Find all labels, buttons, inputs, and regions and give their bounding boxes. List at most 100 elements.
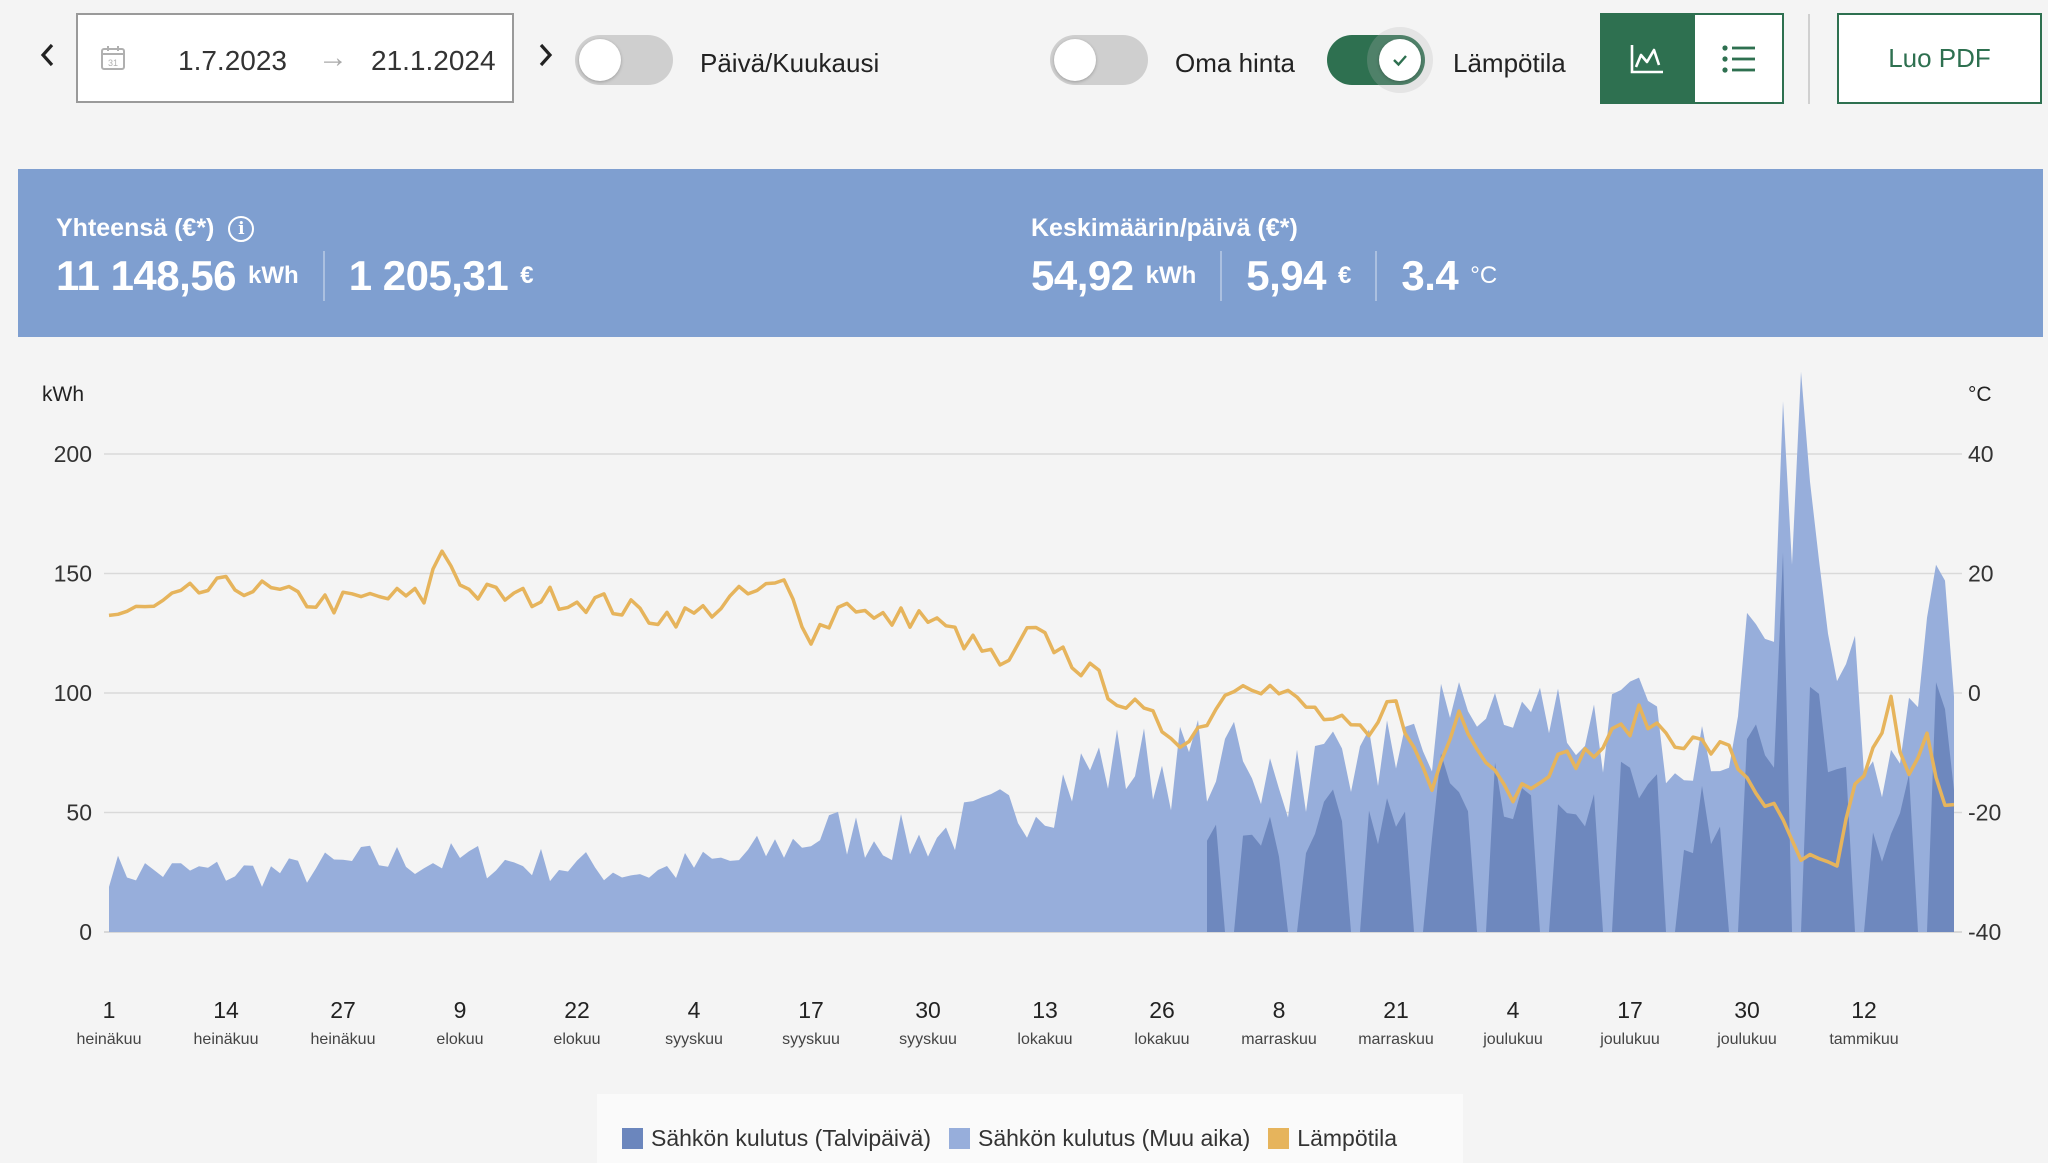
legend-item-temperature[interactable]: Lämpötila <box>1268 1125 1397 1152</box>
x-tick-day: 9 <box>454 997 467 1023</box>
divider <box>322 251 325 301</box>
y-axis-left-label: kWh <box>42 383 84 406</box>
chart-view-button[interactable] <box>1600 13 1693 104</box>
x-tick-day: 17 <box>1617 997 1643 1023</box>
x-tick-month: heinäkuu <box>311 1031 376 1048</box>
x-tick-day: 1 <box>103 997 116 1023</box>
toggle-temperature[interactable] <box>1327 27 1433 93</box>
info-icon[interactable]: i <box>228 215 255 242</box>
legend-label: Sähkön kulutus (Muu aika) <box>977 1125 1251 1151</box>
x-tick-month: marraskuu <box>1241 1031 1317 1048</box>
x-tick-day: 17 <box>798 997 824 1023</box>
series-area-muu-aika <box>109 371 1954 933</box>
x-tick-day: 13 <box>1032 997 1058 1023</box>
legend-swatch <box>1268 1128 1290 1149</box>
legend-item-muu-aika[interactable]: Sähkön kulutus (Muu aika) <box>948 1125 1251 1152</box>
eur-unit: € <box>520 262 534 289</box>
x-tick-month: syyskuu <box>665 1031 723 1048</box>
x-tick-day: 30 <box>1734 997 1760 1023</box>
y-tick-label-right: 0 <box>1968 680 1981 706</box>
legend-label: Lämpötila <box>1297 1125 1398 1151</box>
end-date-field[interactable]: 21.1.2024 <box>371 45 496 76</box>
y-tick-label-right: -20 <box>1968 800 2001 826</box>
next-period-button[interactable] <box>537 42 555 74</box>
average-temp-value: 3.4 <box>1401 252 1459 299</box>
consumption-chart: kWh °C 0 50 100 150 200 -40 -20 0 20 40 1 heinäkuu… <box>42 371 2001 1048</box>
x-tick-month: elokuu <box>436 1031 483 1048</box>
series-line-temperature <box>108 549 1955 868</box>
total-kwh-value: 11 148,56 <box>56 252 237 299</box>
x-tick-day: 4 <box>1507 997 1520 1023</box>
y-tick-label-right: 40 <box>1968 441 1994 467</box>
x-tick-day: 30 <box>915 997 941 1023</box>
x-tick-day: 4 <box>688 997 701 1023</box>
x-tick-day: 27 <box>330 997 356 1023</box>
legend-swatch <box>622 1128 643 1149</box>
average-eur-value: 5,94 <box>1246 252 1327 299</box>
kwh-unit: kWh <box>248 262 299 289</box>
svg-text:31: 31 <box>108 58 118 68</box>
previous-period-button[interactable] <box>38 42 56 74</box>
x-tick-month: syyskuu <box>782 1031 840 1048</box>
x-tick-day: 12 <box>1851 997 1877 1023</box>
divider <box>1220 251 1223 301</box>
chevron-right-icon <box>539 43 553 67</box>
x-tick-month: marraskuu <box>1358 1031 1434 1048</box>
average-label: Keskimäärin/päivä (€*) <box>1031 214 1298 242</box>
legend-label: Sähkön kulutus (Talvipäivä) <box>651 1125 931 1151</box>
y-tick-label-right: -40 <box>1968 919 2001 945</box>
x-tick-month: heinäkuu <box>194 1031 259 1048</box>
toggle-temperature-label: Lämpötila <box>1453 48 1566 78</box>
x-tick-month: joulukuu <box>1599 1031 1660 1048</box>
toggle-knob <box>1054 39 1096 81</box>
start-date-field[interactable]: 1.7.2023 <box>178 45 287 76</box>
list-view-button[interactable] <box>1693 13 1784 104</box>
toggle-own-price[interactable] <box>1050 35 1148 85</box>
x-tick-month: elokuu <box>553 1031 600 1048</box>
average-kwh-value: 54,92 <box>1031 252 1134 299</box>
eur-unit: € <box>1338 262 1352 289</box>
y-tick-label-left: 0 <box>79 919 92 945</box>
toggle-own-price-label: Oma hinta <box>1175 48 1295 78</box>
x-tick-month: heinäkuu <box>77 1031 142 1048</box>
y-tick-label-right: 20 <box>1968 561 1994 587</box>
x-tick-month: lokakuu <box>1017 1031 1072 1048</box>
total-label: Yhteensä (€*) <box>56 214 215 242</box>
toolbar-divider <box>1808 14 1810 104</box>
x-tick-day: 26 <box>1149 997 1175 1023</box>
x-tick-month: syyskuu <box>899 1031 957 1048</box>
y-tick-label-left: 200 <box>54 441 92 467</box>
chart-legend: Sähkön kulutus (Talvipäivä) Sähkön kulut… <box>597 1094 1463 1163</box>
legend-item-talvipaiva[interactable]: Sähkön kulutus (Talvipäivä) <box>622 1125 931 1152</box>
divider <box>1375 251 1378 301</box>
check-icon <box>1393 55 1407 67</box>
date-range-picker[interactable]: 31 1.7.2023 → 21.1.2024 <box>76 13 514 103</box>
x-tick-month: tammikuu <box>1829 1031 1898 1048</box>
y-tick-label-left: 150 <box>54 561 92 587</box>
legend-swatch <box>948 1128 970 1149</box>
x-tick-day: 8 <box>1273 997 1286 1023</box>
series-area-talvipaiva <box>1207 552 1954 932</box>
toggle-knob <box>1379 39 1421 81</box>
kwh-unit: kWh <box>1145 262 1197 289</box>
x-tick-day: 22 <box>564 997 590 1023</box>
arrow-right-icon: → <box>318 41 348 74</box>
total-eur-value: 1 205,31 <box>348 252 509 299</box>
y-axis-right-label: °C <box>1968 383 1992 406</box>
list-icon <box>1721 44 1755 73</box>
x-tick-day: 14 <box>213 997 239 1023</box>
x-tick-day: 21 <box>1383 997 1409 1023</box>
toggle-day-month[interactable] <box>575 35 673 85</box>
calendar-icon: 31 <box>101 46 125 70</box>
chevron-left-icon <box>40 43 54 67</box>
temp-unit: °C <box>1470 262 1498 289</box>
y-tick-label-left: 100 <box>54 680 92 706</box>
toggle-knob <box>579 39 621 81</box>
create-pdf-button[interactable]: Luo PDF <box>1837 13 2042 104</box>
toggle-day-month-label: Päivä/Kuukausi <box>700 48 880 78</box>
summary-panel: Yhteensä (€*) i 11 148,56 kWh 1 205,31 €… <box>18 169 2043 337</box>
x-tick-month: joulukuu <box>1482 1031 1543 1048</box>
x-tick-month: lokakuu <box>1134 1031 1189 1048</box>
x-tick-month: joulukuu <box>1716 1031 1777 1048</box>
line-chart-icon <box>1630 44 1663 73</box>
